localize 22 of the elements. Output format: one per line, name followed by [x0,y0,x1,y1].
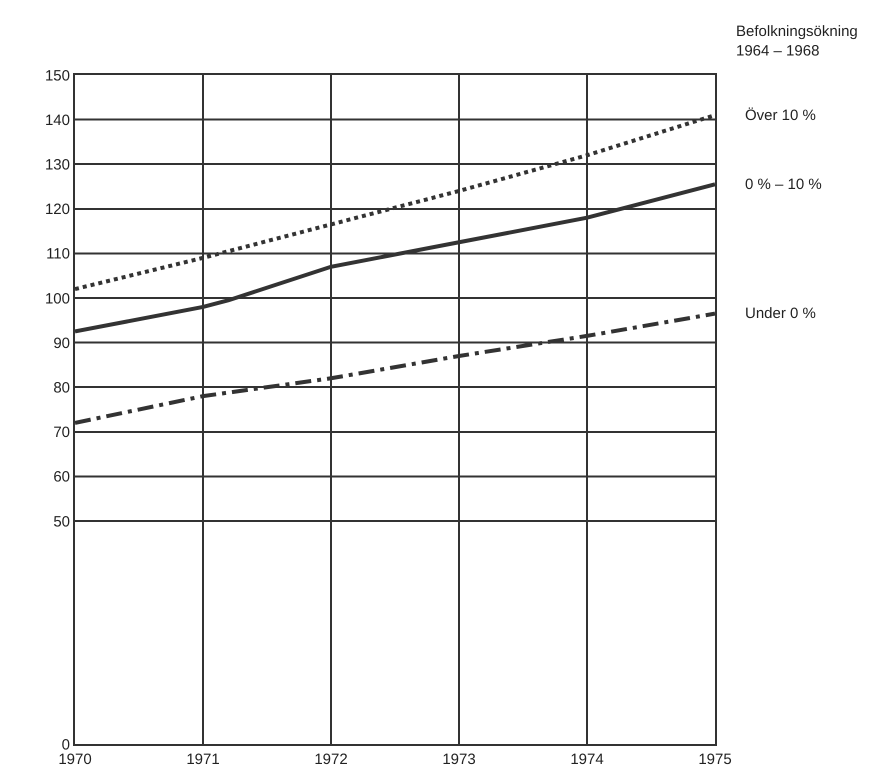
x-tick-label: 1972 [314,751,348,768]
text: Under 0 % [745,305,816,322]
text: Över 10 % [745,107,816,124]
x-tick-label: 1970 [58,751,92,768]
y-tick-label: 110 [46,246,70,263]
y-tick-label: 90 [53,334,70,352]
x-tick-label: 1974 [570,751,604,768]
y-tick-label: 120 [44,201,70,218]
y-tick-label: 150 [44,67,70,84]
y-tick-label: 140 [44,112,70,129]
legend-title: Befolkningsökning 1964 – 1968 [736,23,858,60]
y-tick-label: 100 [44,290,70,308]
x-tick-label: 1971 [186,751,220,768]
x-tick-label: 1975 [698,751,732,768]
text: 0 % – 10 % [745,176,822,193]
y-tick-label: 70 [53,424,70,442]
y-tick-label: 60 [53,468,70,486]
x-tick-label: 1973 [442,751,476,768]
y-tick-label: 80 [53,379,70,396]
y-tick-label: 50 [53,513,70,530]
y-tick-label: 0 [62,736,70,754]
y-tick-label: 130 [44,156,70,174]
